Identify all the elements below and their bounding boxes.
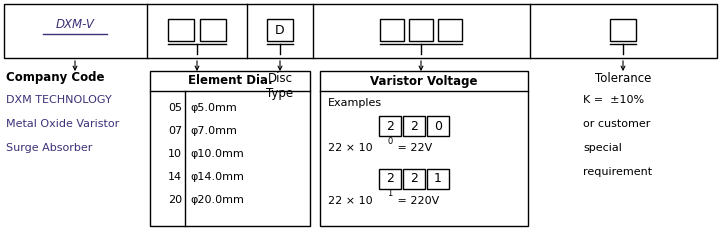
Text: φ7.0mm: φ7.0mm (190, 126, 237, 136)
Text: DXM-V: DXM-V (56, 18, 94, 31)
Text: requirement: requirement (583, 167, 652, 177)
Text: Metal Oxide Varistor: Metal Oxide Varistor (6, 119, 119, 129)
Text: Varistor Voltage: Varistor Voltage (371, 75, 478, 88)
Text: Type: Type (267, 88, 293, 101)
Text: 2: 2 (386, 119, 394, 132)
Text: φ10.0mm: φ10.0mm (190, 149, 244, 159)
Text: φ20.0mm: φ20.0mm (190, 195, 244, 205)
Bar (438, 19, 462, 41)
Bar (150, 71, 310, 226)
Text: φ14.0mm: φ14.0mm (190, 172, 244, 182)
Bar (267, 19, 293, 41)
Text: D: D (275, 24, 285, 37)
Bar (403, 169, 425, 189)
Text: 2: 2 (410, 119, 418, 132)
Bar (200, 19, 226, 41)
Bar (379, 116, 401, 136)
Bar (379, 169, 401, 189)
Text: 10: 10 (168, 149, 182, 159)
Text: 0: 0 (387, 136, 392, 146)
Text: special: special (583, 143, 622, 153)
Text: or customer: or customer (583, 119, 650, 129)
Text: 1: 1 (434, 173, 442, 185)
Bar (320, 71, 528, 226)
Text: Examples: Examples (328, 98, 382, 108)
Text: 07: 07 (168, 126, 182, 136)
Bar (380, 19, 404, 41)
Bar (427, 116, 449, 136)
Text: 05: 05 (168, 103, 182, 113)
Text: 2: 2 (386, 173, 394, 185)
Bar (427, 169, 449, 189)
Text: Disc: Disc (267, 72, 293, 84)
Text: 22 × 10: 22 × 10 (328, 196, 373, 206)
Text: DXM TECHNOLOGY: DXM TECHNOLOGY (6, 95, 112, 105)
Text: φ5.0mm: φ5.0mm (190, 103, 236, 113)
Text: 2: 2 (410, 173, 418, 185)
Text: Element Dia.: Element Dia. (187, 75, 273, 88)
Text: 20: 20 (168, 195, 182, 205)
Bar (168, 19, 194, 41)
Bar (4, 4, 717, 58)
Text: = 220V: = 220V (394, 196, 439, 206)
Text: 22 × 10: 22 × 10 (328, 143, 373, 153)
Bar (403, 116, 425, 136)
Text: K =  ±10%: K = ±10% (583, 95, 644, 105)
Text: Surge Absorber: Surge Absorber (6, 143, 92, 153)
Text: 14: 14 (168, 172, 182, 182)
Text: Company Code: Company Code (6, 72, 105, 84)
Text: 1: 1 (387, 190, 392, 198)
Text: = 22V: = 22V (394, 143, 433, 153)
Bar (409, 19, 433, 41)
Text: 0: 0 (434, 119, 442, 132)
Bar (610, 19, 636, 41)
Text: Tolerance: Tolerance (595, 72, 651, 84)
